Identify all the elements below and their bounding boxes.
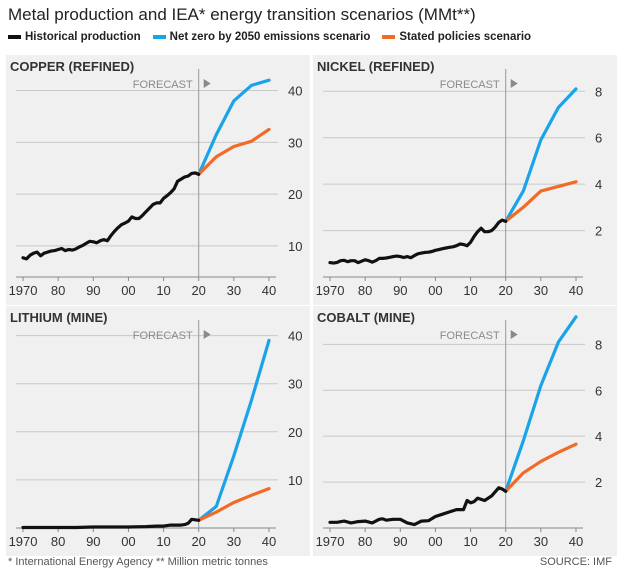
lithium-chart-svg: 10 20 30 40 1970 80 90 00 10 20 30 40 FORECAST [9,320,302,549]
x-tick-label: 00 [428,534,442,549]
y-tick-label: 30 [288,377,302,392]
y-tick-label: 8 [595,337,602,352]
x-tick-label: 1970 [316,534,345,549]
x-tick-label: 00 [428,283,442,298]
copper-chart-svg: 10 20 30 40 1970 80 90 00 10 20 30 40 FORECAST [9,69,302,298]
legend-swatch-stated-policies [382,35,396,39]
x-tick-label: 40 [569,534,583,549]
series-line-historical-production [21,517,201,530]
forecast-arrow-icon [510,330,518,339]
y-tick-label: 2 [595,475,602,490]
x-tick-label: 00 [121,283,135,298]
y-tick-label: 4 [595,177,602,192]
series-line-net-zero-by-2050-emissions-scenario [504,87,578,223]
series-line-stated-policies-scenario [504,180,578,223]
x-tick-label: 80 [358,534,372,549]
legend-swatch-net-zero [152,35,166,39]
series-line-net-zero-by-2050-emissions-scenario [504,315,578,493]
x-tick-label: 90 [393,283,407,298]
forecast-label: FORECAST [440,330,500,342]
panel-title-lithium: LITHIUM (MINE) [10,310,108,325]
nickel-chart-svg: 2 4 6 8 1970 80 90 00 10 20 30 40 FORECAST [316,69,602,298]
legend-item-stated-policies: Stated policies scenario [382,31,531,43]
x-tick-label: 80 [51,534,65,549]
source-note: SOURCE: IMF [539,556,612,568]
figure-title: Metal production and IEA* energy transit… [8,5,476,24]
panel-cobalt: 2 4 6 8 1970 80 90 00 10 20 30 40 FORECAST COBALT (M… [313,306,617,556]
x-tick-label: 40 [262,283,276,298]
x-tick-label: 40 [569,283,583,298]
x-tick-label: 30 [534,283,548,298]
legend-swatch-historical [8,35,21,39]
forecast-arrow-icon [203,330,211,339]
legend-label-historical: Historical production [25,31,141,43]
legend-label-stated-policies: Stated policies scenario [399,31,532,43]
series-line-stated-policies-scenario [197,487,271,522]
x-tick-label: 1970 [9,283,38,298]
x-tick-label: 1970 [316,283,345,298]
y-tick-label: 8 [595,84,602,99]
x-tick-label: 20 [498,283,512,298]
series-line-net-zero-by-2050-emissions-scenario [197,78,271,177]
series-line-historical-production [21,171,201,261]
footnote: * International Energy Agency ** Million… [8,556,268,568]
y-tick-label: 10 [288,239,302,254]
forecast-label: FORECAST [133,330,193,342]
x-tick-label: 30 [227,283,241,298]
x-tick-label: 40 [262,534,276,549]
x-tick-label: 1970 [9,534,38,549]
y-tick-label: 20 [288,425,302,440]
forecast-label: FORECAST [440,79,500,91]
panel-copper: 10 20 30 40 1970 80 90 00 10 20 30 40 FORECAST COPPE… [6,55,310,305]
y-tick-label: 10 [288,473,302,488]
x-tick-label: 90 [393,534,407,549]
y-tick-label: 2 [595,224,602,239]
legend-label-net-zero: Net zero by 2050 emissions scenario [169,31,371,43]
series-line-net-zero-by-2050-emissions-scenario [197,338,271,522]
x-tick-label: 10 [463,534,477,549]
cobalt-chart-svg: 2 4 6 8 1970 80 90 00 10 20 30 40 FORECAST [316,315,602,549]
forecast-arrow-icon [510,79,518,88]
x-tick-label: 90 [86,534,100,549]
y-tick-label: 20 [288,187,302,202]
panel-title-copper: COPPER (REFINED) [10,59,135,74]
x-tick-label: 20 [498,534,512,549]
series-line-stated-policies-scenario [197,127,271,177]
legend-item-historical: Historical production [8,31,141,43]
y-tick-label: 40 [288,329,302,344]
x-tick-label: 90 [86,283,100,298]
x-tick-label: 20 [191,534,205,549]
x-tick-label: 00 [121,534,135,549]
panel-title-cobalt: COBALT (MINE) [317,310,415,325]
panel-nickel: 2 4 6 8 1970 80 90 00 10 20 30 40 FORECAST NICKEL (R… [313,55,617,305]
forecast-arrow-icon [203,79,211,88]
y-tick-label: 40 [288,84,302,99]
x-tick-label: 30 [534,534,548,549]
panel-lithium: 10 20 30 40 1970 80 90 00 10 20 30 40 FORECAST LITHI… [6,306,310,556]
y-tick-label: 30 [288,135,302,150]
y-tick-label: 4 [595,429,602,444]
x-tick-label: 20 [191,283,205,298]
series-line-stated-policies-scenario [504,442,578,493]
x-tick-label: 10 [156,534,170,549]
panel-title-nickel: NICKEL (REFINED) [317,59,435,74]
x-tick-label: 10 [463,283,477,298]
legend-item-net-zero: Net zero by 2050 emissions scenario [152,31,371,43]
y-tick-label: 6 [595,383,602,398]
x-tick-label: 30 [227,534,241,549]
x-tick-label: 80 [358,283,372,298]
series-line-historical-production [328,218,508,265]
forecast-label: FORECAST [133,79,193,91]
legend: Historical production Net zero by 2050 e… [8,31,531,43]
y-tick-label: 6 [595,131,602,146]
x-tick-label: 80 [51,283,65,298]
series-line-historical-production [328,486,508,527]
x-tick-label: 10 [156,283,170,298]
